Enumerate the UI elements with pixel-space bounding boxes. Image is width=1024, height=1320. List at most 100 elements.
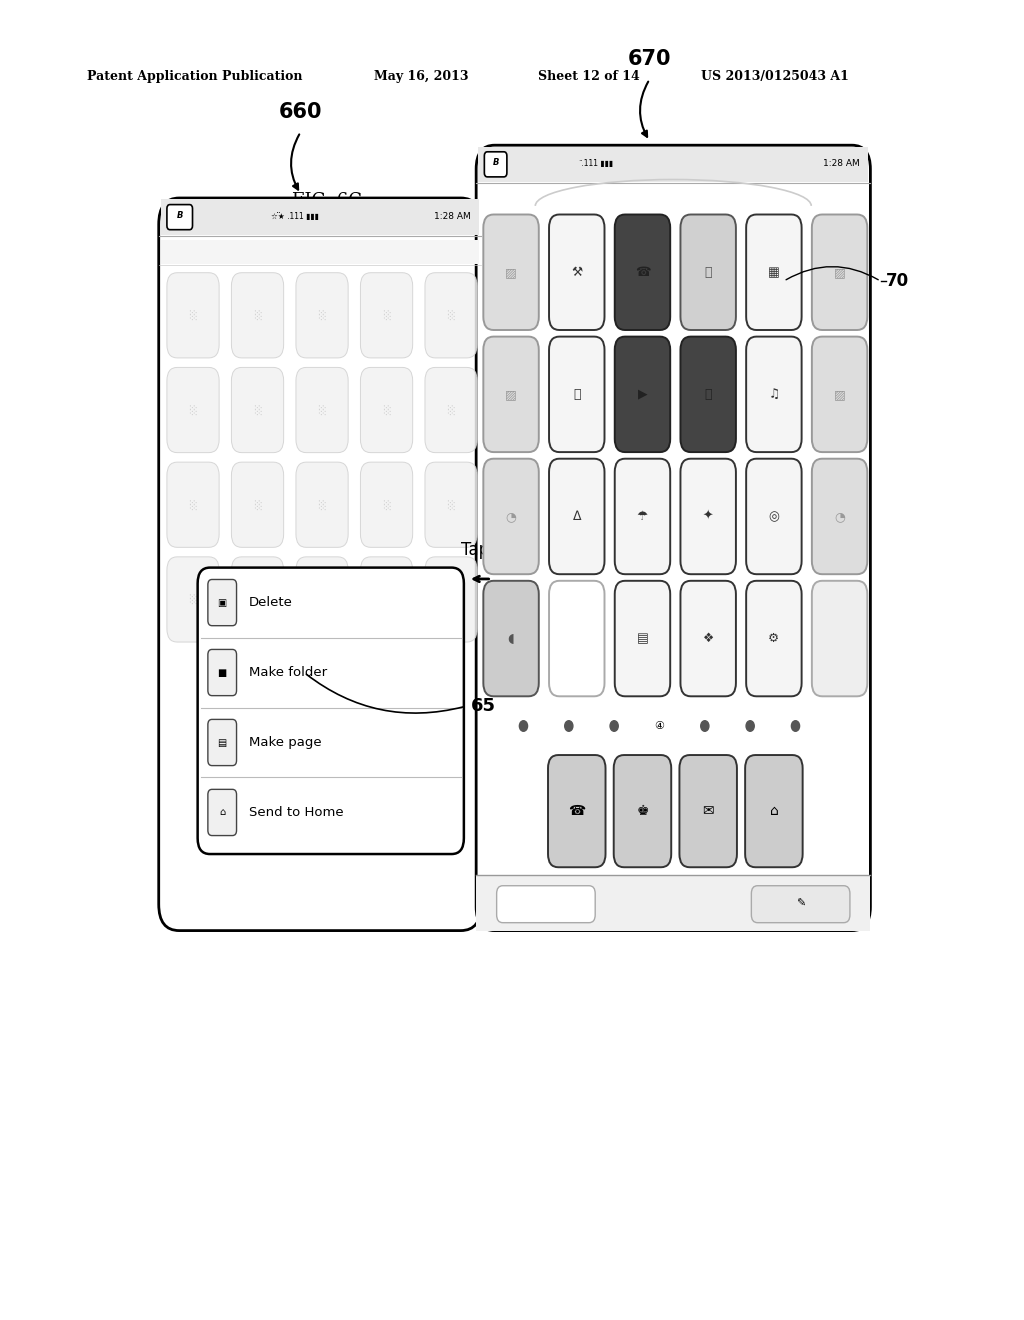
Text: B: B [493,158,499,166]
Text: ░: ░ [189,500,197,510]
FancyBboxPatch shape [614,215,671,330]
Text: ⵠ: ⵠ [572,510,581,523]
Circle shape [700,721,709,731]
Bar [161,240,479,264]
Text: ░: ░ [189,594,197,605]
FancyBboxPatch shape [812,459,867,574]
FancyBboxPatch shape [484,152,507,177]
FancyBboxPatch shape [752,886,850,923]
FancyBboxPatch shape [208,649,237,696]
Text: ⬜: ⬜ [705,388,712,401]
Text: ♚: ♚ [636,804,649,818]
FancyBboxPatch shape [296,273,348,358]
FancyBboxPatch shape [167,273,219,358]
Text: ░: ░ [189,310,197,321]
FancyBboxPatch shape [548,755,605,867]
FancyBboxPatch shape [360,367,413,453]
FancyBboxPatch shape [208,579,237,626]
Text: ▤: ▤ [217,738,227,747]
Text: B: B [177,211,183,219]
FancyBboxPatch shape [680,215,736,330]
FancyBboxPatch shape [680,459,736,574]
Text: ❖: ❖ [702,632,714,645]
Text: ☆★ .111 ▮▮▮: ☆★ .111 ▮▮▮ [271,213,319,220]
Text: 670: 670 [628,49,672,70]
FancyBboxPatch shape [614,459,671,574]
FancyArrowPatch shape [306,675,463,713]
Text: 660: 660 [279,102,323,123]
Text: ☂: ☂ [637,510,648,523]
Text: ▨: ▨ [834,265,846,279]
Text: ◖: ◖ [508,632,514,645]
Circle shape [746,721,755,731]
Bar [476,875,870,931]
Text: ⧗: ⧗ [705,265,712,279]
Text: Send to Home: Send to Home [249,807,343,818]
Text: ░: ░ [447,310,455,321]
Circle shape [519,721,527,731]
FancyBboxPatch shape [360,273,413,358]
FancyBboxPatch shape [549,581,604,697]
Text: ▨: ▨ [505,265,517,279]
Text: ░: ░ [254,405,261,414]
FancyBboxPatch shape [296,367,348,453]
FancyBboxPatch shape [483,337,539,453]
Text: Make folder: Make folder [249,667,327,678]
FancyArrowPatch shape [786,267,879,280]
Text: Delete: Delete [249,597,293,609]
Text: ░: ░ [447,405,455,414]
Text: ✉: ✉ [702,804,714,818]
FancyBboxPatch shape [745,755,803,867]
FancyBboxPatch shape [746,215,802,330]
FancyBboxPatch shape [483,459,539,574]
FancyBboxPatch shape [231,273,284,358]
Text: ⌂: ⌂ [769,804,778,818]
Text: ▤: ▤ [637,632,648,645]
Text: ④: ④ [654,721,665,731]
Text: ◔: ◔ [835,510,845,523]
Text: US 2013/0125043 A1: US 2013/0125043 A1 [701,70,849,83]
FancyBboxPatch shape [680,337,736,453]
FancyBboxPatch shape [613,755,672,867]
Text: May 16, 2013: May 16, 2013 [374,70,468,83]
Text: ▨: ▨ [834,388,846,401]
Circle shape [564,721,572,731]
FancyBboxPatch shape [167,367,219,453]
Text: ✎: ✎ [796,899,805,909]
Bar [478,147,868,182]
Text: Patent Application Publication: Patent Application Publication [87,70,302,83]
FancyBboxPatch shape [296,462,348,548]
Text: ⚒: ⚒ [571,265,583,279]
FancyBboxPatch shape [746,581,802,697]
FancyBboxPatch shape [231,367,284,453]
FancyBboxPatch shape [167,462,219,548]
FancyBboxPatch shape [812,215,867,330]
Text: 1:28 AM: 1:28 AM [823,160,860,168]
FancyBboxPatch shape [159,198,481,931]
Text: 70: 70 [886,272,909,290]
FancyBboxPatch shape [425,557,477,642]
FancyBboxPatch shape [231,557,284,642]
FancyBboxPatch shape [614,337,671,453]
Text: ▦: ▦ [768,265,779,279]
Text: ⌂: ⌂ [219,808,225,817]
FancyBboxPatch shape [746,337,802,453]
Text: ░: ░ [383,310,390,321]
FancyBboxPatch shape [296,557,348,642]
FancyBboxPatch shape [425,367,477,453]
Text: ░: ░ [189,405,197,414]
FancyBboxPatch shape [746,459,802,574]
Text: ◎: ◎ [768,510,779,523]
FancyBboxPatch shape [812,581,867,697]
FancyBboxPatch shape [425,273,477,358]
Text: ░: ░ [318,405,326,414]
Text: ☎: ☎ [568,804,586,818]
Text: ▣: ▣ [217,598,227,607]
FancyBboxPatch shape [483,215,539,330]
Text: 1:28 AM: 1:28 AM [434,213,471,220]
FancyBboxPatch shape [476,145,870,931]
Text: ⚙: ⚙ [768,632,779,645]
Text: ░: ░ [383,405,390,414]
FancyBboxPatch shape [208,789,237,836]
Bar [161,199,479,235]
